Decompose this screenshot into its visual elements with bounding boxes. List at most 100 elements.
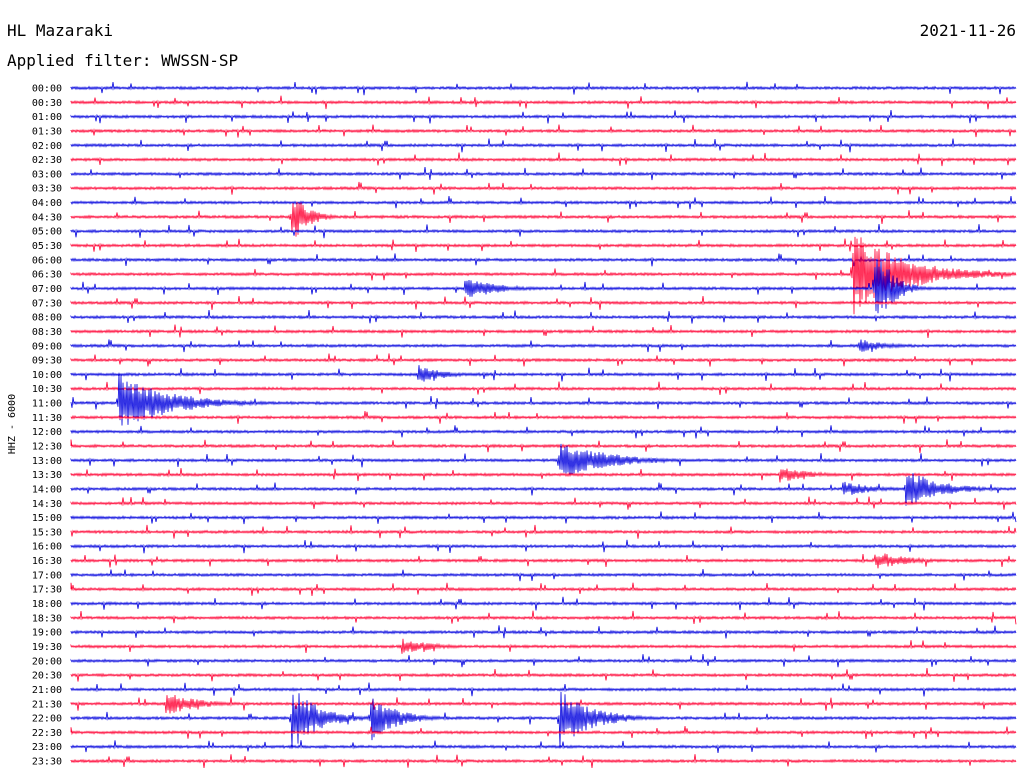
trace-row-1100: [70, 372, 1017, 426]
trace-row-1730: [70, 582, 1017, 596]
trace-row-1200: [70, 425, 1017, 439]
trace-row-1230: [70, 439, 1017, 454]
trace-row-2330: [70, 754, 1017, 769]
trace-row-0200: [70, 138, 1017, 153]
trace-row-0930: [70, 353, 1017, 367]
trace-row-0800: [70, 309, 1017, 324]
trace-row-1300: [70, 443, 1017, 475]
row-time-label: 03:00: [32, 169, 62, 180]
row-time-label: 20:30: [32, 671, 62, 682]
row-time-label: 17:30: [32, 585, 62, 596]
row-time-label: 14:00: [32, 484, 62, 495]
row-time-label: 21:00: [32, 685, 62, 696]
trace-row-0000: [70, 81, 1017, 96]
row-time-label: 05:30: [32, 241, 62, 252]
record-date: 2021-11-26: [919, 21, 1016, 40]
trace-group: [70, 81, 1017, 769]
trace-row-1900: [70, 625, 1017, 639]
row-time-label: 18:30: [32, 613, 62, 624]
row-time-label: 08:00: [32, 313, 62, 324]
row-time-label: 06:30: [32, 270, 62, 281]
row-time-label: 23:00: [32, 742, 62, 753]
row-time-label: 01:00: [32, 112, 62, 123]
trace-row-2130: [70, 694, 1017, 714]
trace-row-2230: [70, 725, 1017, 740]
trace-row-1630: [70, 553, 1017, 569]
row-time-label: 22:00: [32, 714, 62, 725]
row-time-label: 23:30: [32, 757, 62, 768]
row-time-label: 09:00: [32, 341, 62, 352]
row-time-label: 17:00: [32, 570, 62, 581]
time-label-group: 00:00 00:30 01:00 01:30 02:00 02:30 03:00 03:30…: [32, 84, 62, 768]
row-time-label: 01:30: [32, 126, 62, 137]
trace-row-1000: [70, 365, 1017, 382]
trace-row-1400: [70, 473, 1017, 506]
trace-row-0330: [70, 181, 1017, 195]
row-time-label: 20:00: [32, 656, 62, 667]
row-time-label: 18:00: [32, 599, 62, 610]
trace-row-2300: [70, 740, 1017, 753]
row-time-label: 08:30: [32, 327, 62, 338]
trace-row-1330: [70, 467, 1017, 483]
station-name: HL Mazaraki: [7, 21, 113, 40]
row-time-label: 07:00: [32, 284, 62, 295]
row-time-label: 15:00: [32, 513, 62, 524]
trace-row-0400: [70, 196, 1017, 210]
trace-row-0230: [70, 152, 1017, 167]
trace-row-0300: [70, 166, 1017, 181]
row-time-label: 11:30: [32, 413, 62, 424]
row-time-label: 04:30: [32, 212, 62, 223]
trace-row-0500: [70, 224, 1017, 239]
row-time-label: 12:30: [32, 442, 62, 453]
row-time-label: 14:30: [32, 499, 62, 510]
trace-row-1030: [70, 381, 1017, 395]
trace-row-0100: [70, 110, 1017, 124]
trace-row-2000: [70, 654, 1017, 668]
row-time-label: 21:30: [32, 699, 62, 710]
row-time-label: 11:00: [32, 399, 62, 410]
trace-row-0700: [70, 258, 1017, 314]
trace-row-0530: [70, 238, 1017, 253]
trace-row-1500: [70, 511, 1017, 525]
row-time-label: 10:00: [32, 370, 62, 381]
row-time-label: 15:30: [32, 527, 62, 538]
row-time-label: 19:00: [32, 628, 62, 639]
trace-row-0030: [70, 95, 1017, 110]
trace-row-1700: [70, 569, 1017, 582]
trace-row-0430: [70, 201, 1017, 237]
row-time-label: 13:30: [32, 470, 62, 481]
trace-row-0130: [70, 124, 1017, 138]
filter-label: Applied filter: WWSSN-SP: [7, 51, 239, 70]
row-time-label: 03:30: [32, 184, 62, 195]
row-time-label: 19:30: [32, 642, 62, 653]
trace-row-1430: [70, 496, 1017, 510]
row-time-label: 00:30: [32, 98, 62, 109]
row-time-label: 00:00: [32, 84, 62, 95]
trace-row-0730: [70, 295, 1017, 310]
row-time-label: 13:00: [32, 456, 62, 467]
trace-row-2200: [70, 691, 1017, 748]
trace-row-0900: [70, 339, 1017, 353]
row-time-label: 12:00: [32, 427, 62, 438]
row-time-label: 10:30: [32, 384, 62, 395]
row-time-label: 02:00: [32, 141, 62, 152]
row-time-label: 09:30: [32, 356, 62, 367]
row-time-label: 22:30: [32, 728, 62, 739]
row-time-label: 04:00: [32, 198, 62, 209]
trace-row-0830: [70, 324, 1017, 338]
row-time-label: 06:00: [32, 255, 62, 266]
row-time-label: 07:30: [32, 298, 62, 309]
row-time-label: 16:30: [32, 556, 62, 567]
trace-row-1830: [70, 610, 1017, 625]
trace-row-1530: [70, 524, 1017, 539]
trace-row-1930: [70, 638, 1017, 654]
trace-row-2100: [70, 682, 1017, 697]
trace-row-2030: [70, 668, 1017, 682]
trace-row-0600: [70, 253, 1017, 267]
trace-row-0630: [70, 236, 1017, 315]
row-time-label: 16:00: [32, 542, 62, 553]
trace-row-1800: [70, 596, 1017, 611]
row-time-label: 02:30: [32, 155, 62, 166]
channel-label: HHZ - 6000: [7, 394, 18, 454]
